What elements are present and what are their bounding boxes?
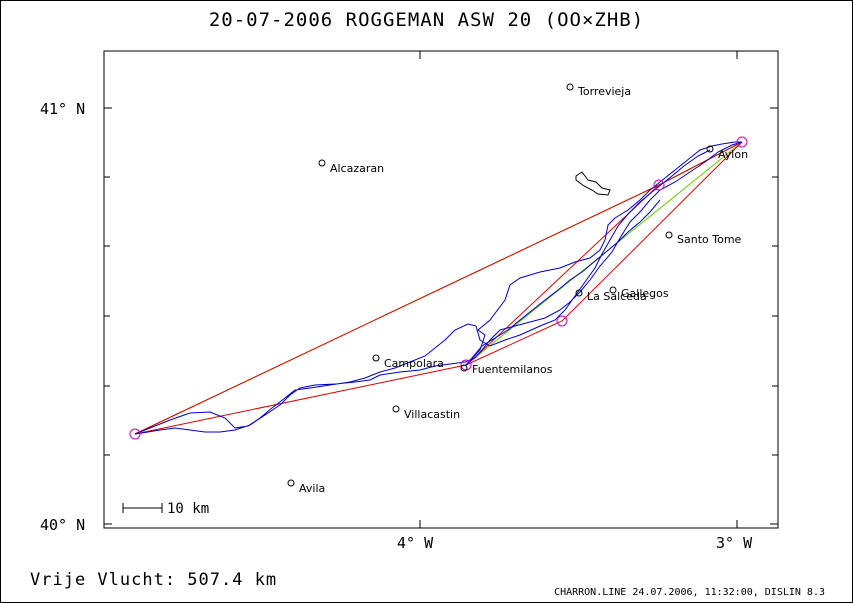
- place-label-aylon: Aylon: [718, 148, 748, 161]
- turnpoint-marker: [653, 179, 665, 191]
- place-label-gallegos: Gallegos: [621, 287, 669, 300]
- lake-outline: [575, 171, 611, 196]
- place-marker: [392, 405, 400, 413]
- turnpoint-marker: [129, 428, 141, 440]
- place-marker: [566, 83, 574, 91]
- turnpoints: [129, 136, 748, 440]
- place-label-torrevieja: Torrevieja: [577, 85, 631, 98]
- scale-bar-label: 10 km: [167, 501, 209, 517]
- y-tick-marks: [104, 107, 778, 525]
- place-marker: [706, 145, 714, 153]
- place-label-santo-tome: Santo Tome: [677, 233, 742, 246]
- x-tick-marks: [419, 51, 738, 528]
- place-label-campolara: Campolara: [384, 357, 444, 370]
- place-label-villacastin: Villacastin: [404, 408, 460, 421]
- distance-label: Vrije Vlucht: 507.4 km: [30, 570, 278, 590]
- place-label-avila: Avila: [299, 482, 325, 495]
- place-label-alcazaran: Alcazaran: [330, 162, 384, 175]
- flight-track: [134, 141, 743, 435]
- turnpoint-marker: [736, 136, 748, 148]
- file-info: CHARRON.LINE 24.07.2006, 11:32:00, DISLI…: [554, 587, 825, 598]
- turnpoint-marker: [556, 315, 568, 327]
- place-marker: [575, 289, 583, 297]
- place-marker: [372, 354, 380, 362]
- place-label-fuentemilanos: Fuentemilanos: [472, 363, 553, 376]
- optimized-route-line: [134, 141, 743, 435]
- place-marker: [609, 286, 617, 294]
- map-title: 20-07-2006 ROGGEMAN ASW 20 (OO×ZHB): [208, 9, 645, 31]
- place-markers: [287, 83, 714, 487]
- y-tick-label-40n: 40° N: [40, 516, 85, 534]
- flight-track-segment: [465, 199, 661, 366]
- x-tick-label-4w: 4° W: [397, 534, 434, 552]
- place-marker: [287, 479, 295, 487]
- place-marker: [460, 364, 468, 372]
- scale-bar: [122, 503, 163, 513]
- x-tick-label-3w: 3° W: [716, 534, 753, 552]
- place-marker: [665, 231, 673, 239]
- plot-area: [103, 50, 779, 529]
- place-marker: [318, 159, 326, 167]
- y-tick-label-41n: 41° N: [40, 100, 85, 118]
- place-label-la-salceda: La Salceda: [587, 290, 647, 303]
